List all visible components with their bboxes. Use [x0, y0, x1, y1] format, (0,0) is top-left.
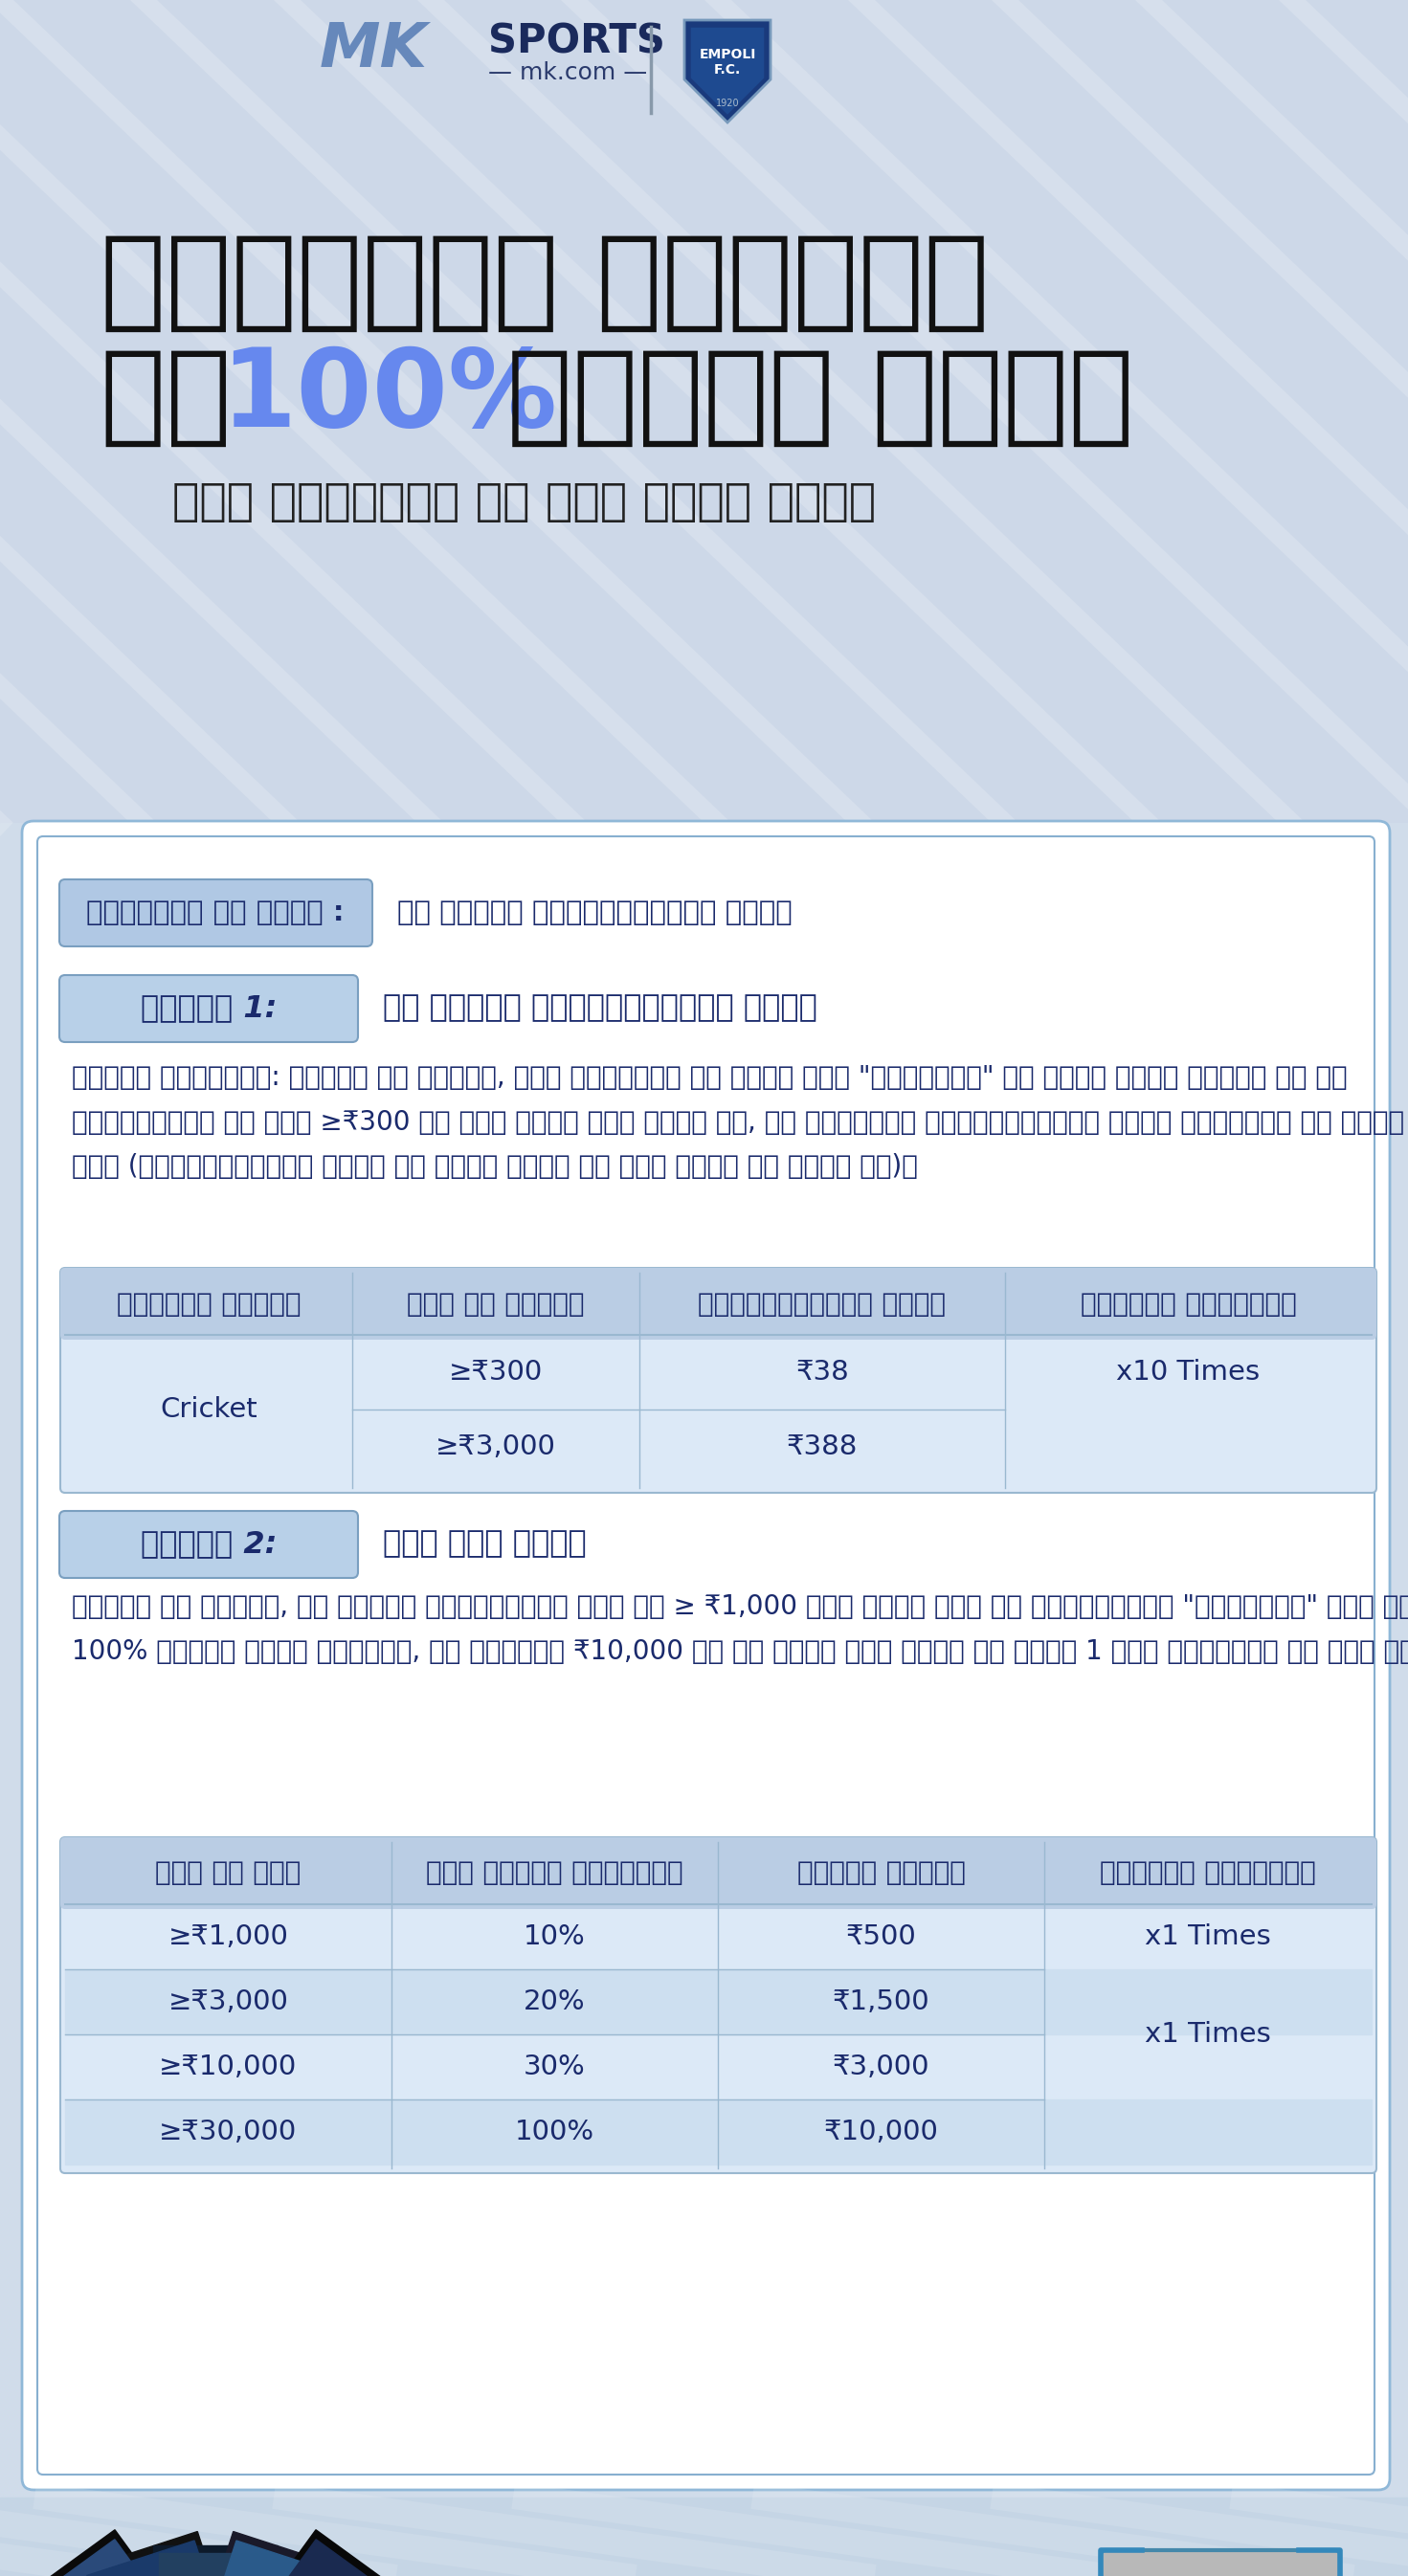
- Text: नये सदस्यों के लिए अधिक बोनस: नये सदस्यों के लिए अधिक बोनस: [172, 482, 876, 523]
- FancyBboxPatch shape: [61, 1267, 1377, 1492]
- Bar: [173, 2540, 344, 2576]
- Bar: [0, 822, 1408, 2576]
- Polygon shape: [684, 21, 770, 124]
- Text: आवश्यक टर्नोवर: आवश्यक टर्नोवर: [1100, 1860, 1316, 1886]
- Text: x10 Times: x10 Times: [1117, 1358, 1260, 1386]
- Text: 30%: 30%: [524, 2053, 586, 2081]
- Bar: [65, 2099, 1371, 2164]
- Text: 100%: 100%: [515, 2117, 594, 2146]
- Text: नए सदस्य एक्सपीरिएंस बोनस: नए सदस्य एक्सपीरिएंस बोनस: [397, 899, 793, 927]
- Text: EMPOLI
F.C.: EMPOLI F.C.: [698, 49, 756, 77]
- Text: इवेंट सामग्री: इवेंट के दौरान, जिन सदस्यों ने पहले कभी "क्रिकेट" पर दांव नहीं लग: इवेंट सामग्री: इवेंट के दौरान, जिन सदस्य…: [72, 1064, 1404, 1180]
- FancyBboxPatch shape: [1101, 2550, 1340, 2576]
- Text: एक्सपीरिएंस बोनस: एक्सपीरिएंस बोनस: [698, 1291, 946, 1316]
- Text: आवश्यक टर्नओवर: आवश्यक टर्नओवर: [1080, 1291, 1297, 1316]
- Text: बेटिंग इवेंट: बेटिंग इवेंट: [117, 1291, 301, 1316]
- Text: x1 Times: x1 Times: [1145, 2022, 1271, 2048]
- FancyBboxPatch shape: [61, 1267, 1377, 1340]
- Bar: [14, 2530, 244, 2576]
- Bar: [79, 2532, 266, 2576]
- Bar: [165, 2532, 352, 2576]
- Text: इवेंट 2:: इवेंट 2:: [141, 1530, 277, 1558]
- Bar: [159, 2553, 272, 2576]
- Text: ≥₹3,000: ≥₹3,000: [435, 1432, 556, 1461]
- Text: ₹38: ₹38: [796, 1358, 849, 1386]
- FancyBboxPatch shape: [61, 1837, 1377, 1909]
- Bar: [196, 2540, 407, 2576]
- Polygon shape: [691, 28, 765, 113]
- Text: ₹3,000: ₹3,000: [832, 2053, 929, 2081]
- Bar: [24, 2540, 235, 2576]
- Text: Cricket: Cricket: [161, 1396, 258, 1422]
- Bar: [87, 2540, 258, 2576]
- Text: ₹1,500: ₹1,500: [832, 1989, 929, 2014]
- Text: ≥₹300: ≥₹300: [449, 1358, 543, 1386]
- FancyBboxPatch shape: [23, 822, 1390, 2491]
- Text: ≥₹3,000: ≥₹3,000: [168, 1989, 289, 2014]
- FancyBboxPatch shape: [59, 878, 372, 945]
- Text: पर: पर: [100, 345, 269, 451]
- Text: — mk.com —: — mk.com —: [489, 62, 648, 85]
- Text: रेबते पाएं: रेबते पाएं: [469, 345, 1133, 451]
- Text: ≥₹10,000: ≥₹10,000: [159, 2053, 297, 2081]
- FancyBboxPatch shape: [59, 976, 358, 1043]
- Text: ₹10,000: ₹10,000: [824, 2117, 939, 2146]
- Bar: [153, 2545, 277, 2576]
- FancyBboxPatch shape: [59, 1512, 358, 1579]
- Text: ≥₹1,000: ≥₹1,000: [168, 1924, 289, 1950]
- Text: ₹500: ₹500: [846, 1924, 917, 1950]
- Text: 10%: 10%: [524, 1924, 586, 1950]
- Bar: [65, 1968, 1371, 2035]
- FancyBboxPatch shape: [61, 1837, 1377, 2174]
- Text: ₹388: ₹388: [787, 1432, 857, 1461]
- Text: मैच लॉस बोनस: मैच लॉस बोनस: [383, 1530, 587, 1558]
- Text: SPORTS: SPORTS: [489, 21, 665, 62]
- Text: प्रमोशन की अवधि :: प्रमोशन की अवधि :: [86, 899, 345, 927]
- Text: MK: MK: [320, 21, 428, 80]
- Bar: [186, 2530, 417, 2576]
- Text: दिन का लॉस: दिन का लॉस: [155, 1860, 301, 1886]
- Text: 100%: 100%: [220, 345, 558, 451]
- Text: दिन के बेट्स: दिन के बेट्स: [407, 1291, 584, 1316]
- Text: इवेंट के दौरान, जो सदस्य निर्दिष्ट समय पर ≥ ₹1,000 जमा करते हैं और निर्दिष्ट "क्: इवेंट के दौरान, जो सदस्य निर्दिष्ट समय प…: [72, 1592, 1408, 1664]
- Bar: [0, 0, 1408, 822]
- Text: नए सदस्य एक्सपीरिएंस बोनस: नए सदस्य एक्सपीरिएंस बोनस: [383, 994, 817, 1023]
- Text: x1 Times: x1 Times: [1145, 1924, 1271, 1950]
- Bar: [0, 2499, 1408, 2576]
- Text: इवेंट 1:: इवेंट 1:: [141, 994, 277, 1023]
- Text: लॉस रिबेट प्रतिशत: लॉस रिबेट प्रतिशत: [427, 1860, 683, 1886]
- Text: रिबेट लिमिट: रिबेट लिमिट: [797, 1860, 966, 1886]
- Text: क्रिकेट बेटिंग: क्रिकेट बेटिंग: [100, 229, 990, 335]
- Text: 20%: 20%: [524, 1989, 586, 2014]
- Text: 1920: 1920: [715, 98, 739, 108]
- Text: ≥₹30,000: ≥₹30,000: [159, 2117, 297, 2146]
